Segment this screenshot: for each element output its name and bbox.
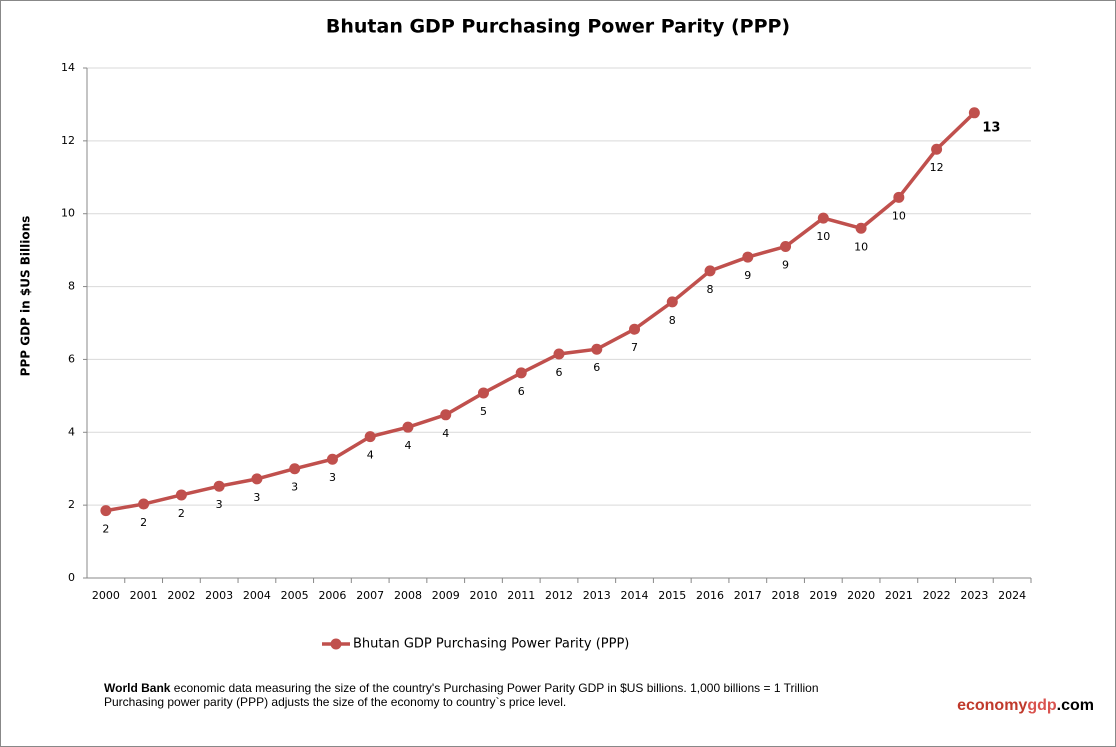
data-point	[666, 296, 678, 308]
x-tick-label: 2008	[394, 589, 422, 602]
line-series	[105, 111, 976, 513]
y-tick-label: 8	[68, 280, 75, 293]
x-tick-label: 2005	[281, 589, 309, 602]
data-point	[326, 453, 338, 465]
data-label: 2	[102, 523, 109, 536]
data-label: 6	[556, 366, 563, 379]
x-tick-label: 2013	[583, 589, 611, 602]
data-point	[742, 251, 754, 263]
data-point	[213, 480, 225, 492]
legend-marker	[330, 638, 342, 650]
y-tick-label: 6	[68, 352, 75, 365]
data-point	[364, 431, 376, 443]
data-point	[402, 421, 414, 433]
data-label: 2	[140, 516, 147, 529]
x-tick-label: 2002	[167, 589, 195, 602]
data-point	[515, 367, 527, 379]
data-label: 3	[216, 498, 223, 511]
x-tick-label: 2000	[92, 589, 120, 602]
data-label: 12	[930, 161, 944, 174]
x-tick-label: 2014	[621, 589, 649, 602]
data-label: 3	[329, 471, 336, 484]
note-text: economic data measuring the size of the …	[170, 681, 818, 695]
data-point	[931, 143, 943, 155]
data-point	[477, 387, 489, 399]
x-tick-label: 2017	[734, 589, 762, 602]
x-tick-label: 2010	[469, 589, 497, 602]
data-label: 9	[744, 269, 751, 282]
data-label: 3	[291, 481, 298, 494]
data-label: 4	[367, 449, 374, 462]
note-text: Purchasing power parity (PPP) adjusts th…	[104, 695, 566, 709]
data-point	[440, 409, 452, 421]
x-tick-label: 2011	[507, 589, 535, 602]
data-point	[100, 505, 112, 517]
data-label: 6	[518, 385, 525, 398]
x-tick-label: 2004	[243, 589, 271, 602]
x-tick-label: 2021	[885, 589, 913, 602]
chart-title: Bhutan GDP Purchasing Power Parity (PPP)	[326, 16, 790, 38]
x-tick-label: 2015	[658, 589, 686, 602]
note: World Bank economic data measuring the s…	[104, 681, 819, 695]
data-point	[591, 343, 603, 355]
data-point	[175, 489, 187, 501]
x-tick-label: 2020	[847, 589, 875, 602]
brand-part: gdp	[1027, 697, 1057, 714]
data-point	[893, 191, 905, 203]
data-label: 7	[631, 341, 638, 354]
data-point	[704, 265, 716, 277]
x-tick-label: 2018	[772, 589, 800, 602]
x-tick-label: 2016	[696, 589, 724, 602]
data-label: 10	[892, 209, 906, 222]
x-tick-label: 2022	[923, 589, 951, 602]
data-label: 4	[442, 427, 449, 440]
data-label: 2	[178, 507, 185, 520]
data-label: 8	[669, 314, 676, 327]
data-point	[817, 212, 829, 224]
y-tick-label: 4	[68, 425, 75, 438]
x-tick-label: 2009	[432, 589, 460, 602]
y-tick-label: 12	[61, 134, 75, 147]
x-tick-label: 2019	[809, 589, 837, 602]
data-point	[780, 241, 792, 252]
x-tick-label: 2024	[998, 589, 1026, 602]
data-label: 10	[854, 240, 868, 253]
data-label: 8	[707, 283, 714, 296]
brand-part: .com	[1057, 697, 1094, 714]
data-point	[629, 323, 641, 335]
y-tick-label: 14	[61, 61, 75, 74]
x-tick-label: 2001	[130, 589, 158, 602]
brand: economygdp.com	[957, 697, 1094, 714]
x-tick-label: 2003	[205, 589, 233, 602]
y-tick-label: 2	[68, 498, 75, 511]
y-tick-label: 10	[61, 207, 75, 220]
data-label: 9	[782, 259, 789, 272]
y-tick-label: 0	[68, 571, 75, 584]
y-axis-label: PPP GDP in $US Billions	[19, 216, 33, 377]
data-point	[968, 107, 980, 119]
data-point	[251, 473, 263, 485]
data-point	[138, 498, 150, 510]
data-label: 4	[404, 439, 411, 452]
note-source: World Bank	[104, 681, 171, 695]
brand-part: economy	[957, 697, 1027, 714]
data-point	[289, 463, 301, 475]
data-label: 13	[982, 120, 1000, 135]
data-label: 10	[816, 230, 830, 243]
data-point	[553, 348, 565, 360]
data-label: 3	[253, 491, 260, 504]
legend-label: Bhutan GDP Purchasing Power Parity (PPP)	[353, 637, 629, 652]
data-label: 6	[593, 361, 600, 374]
x-tick-label: 2006	[318, 589, 346, 602]
x-tick-label: 2023	[960, 589, 988, 602]
x-tick-label: 2007	[356, 589, 384, 602]
x-tick-label: 2012	[545, 589, 573, 602]
data-point	[855, 222, 867, 234]
data-label: 5	[480, 405, 487, 418]
